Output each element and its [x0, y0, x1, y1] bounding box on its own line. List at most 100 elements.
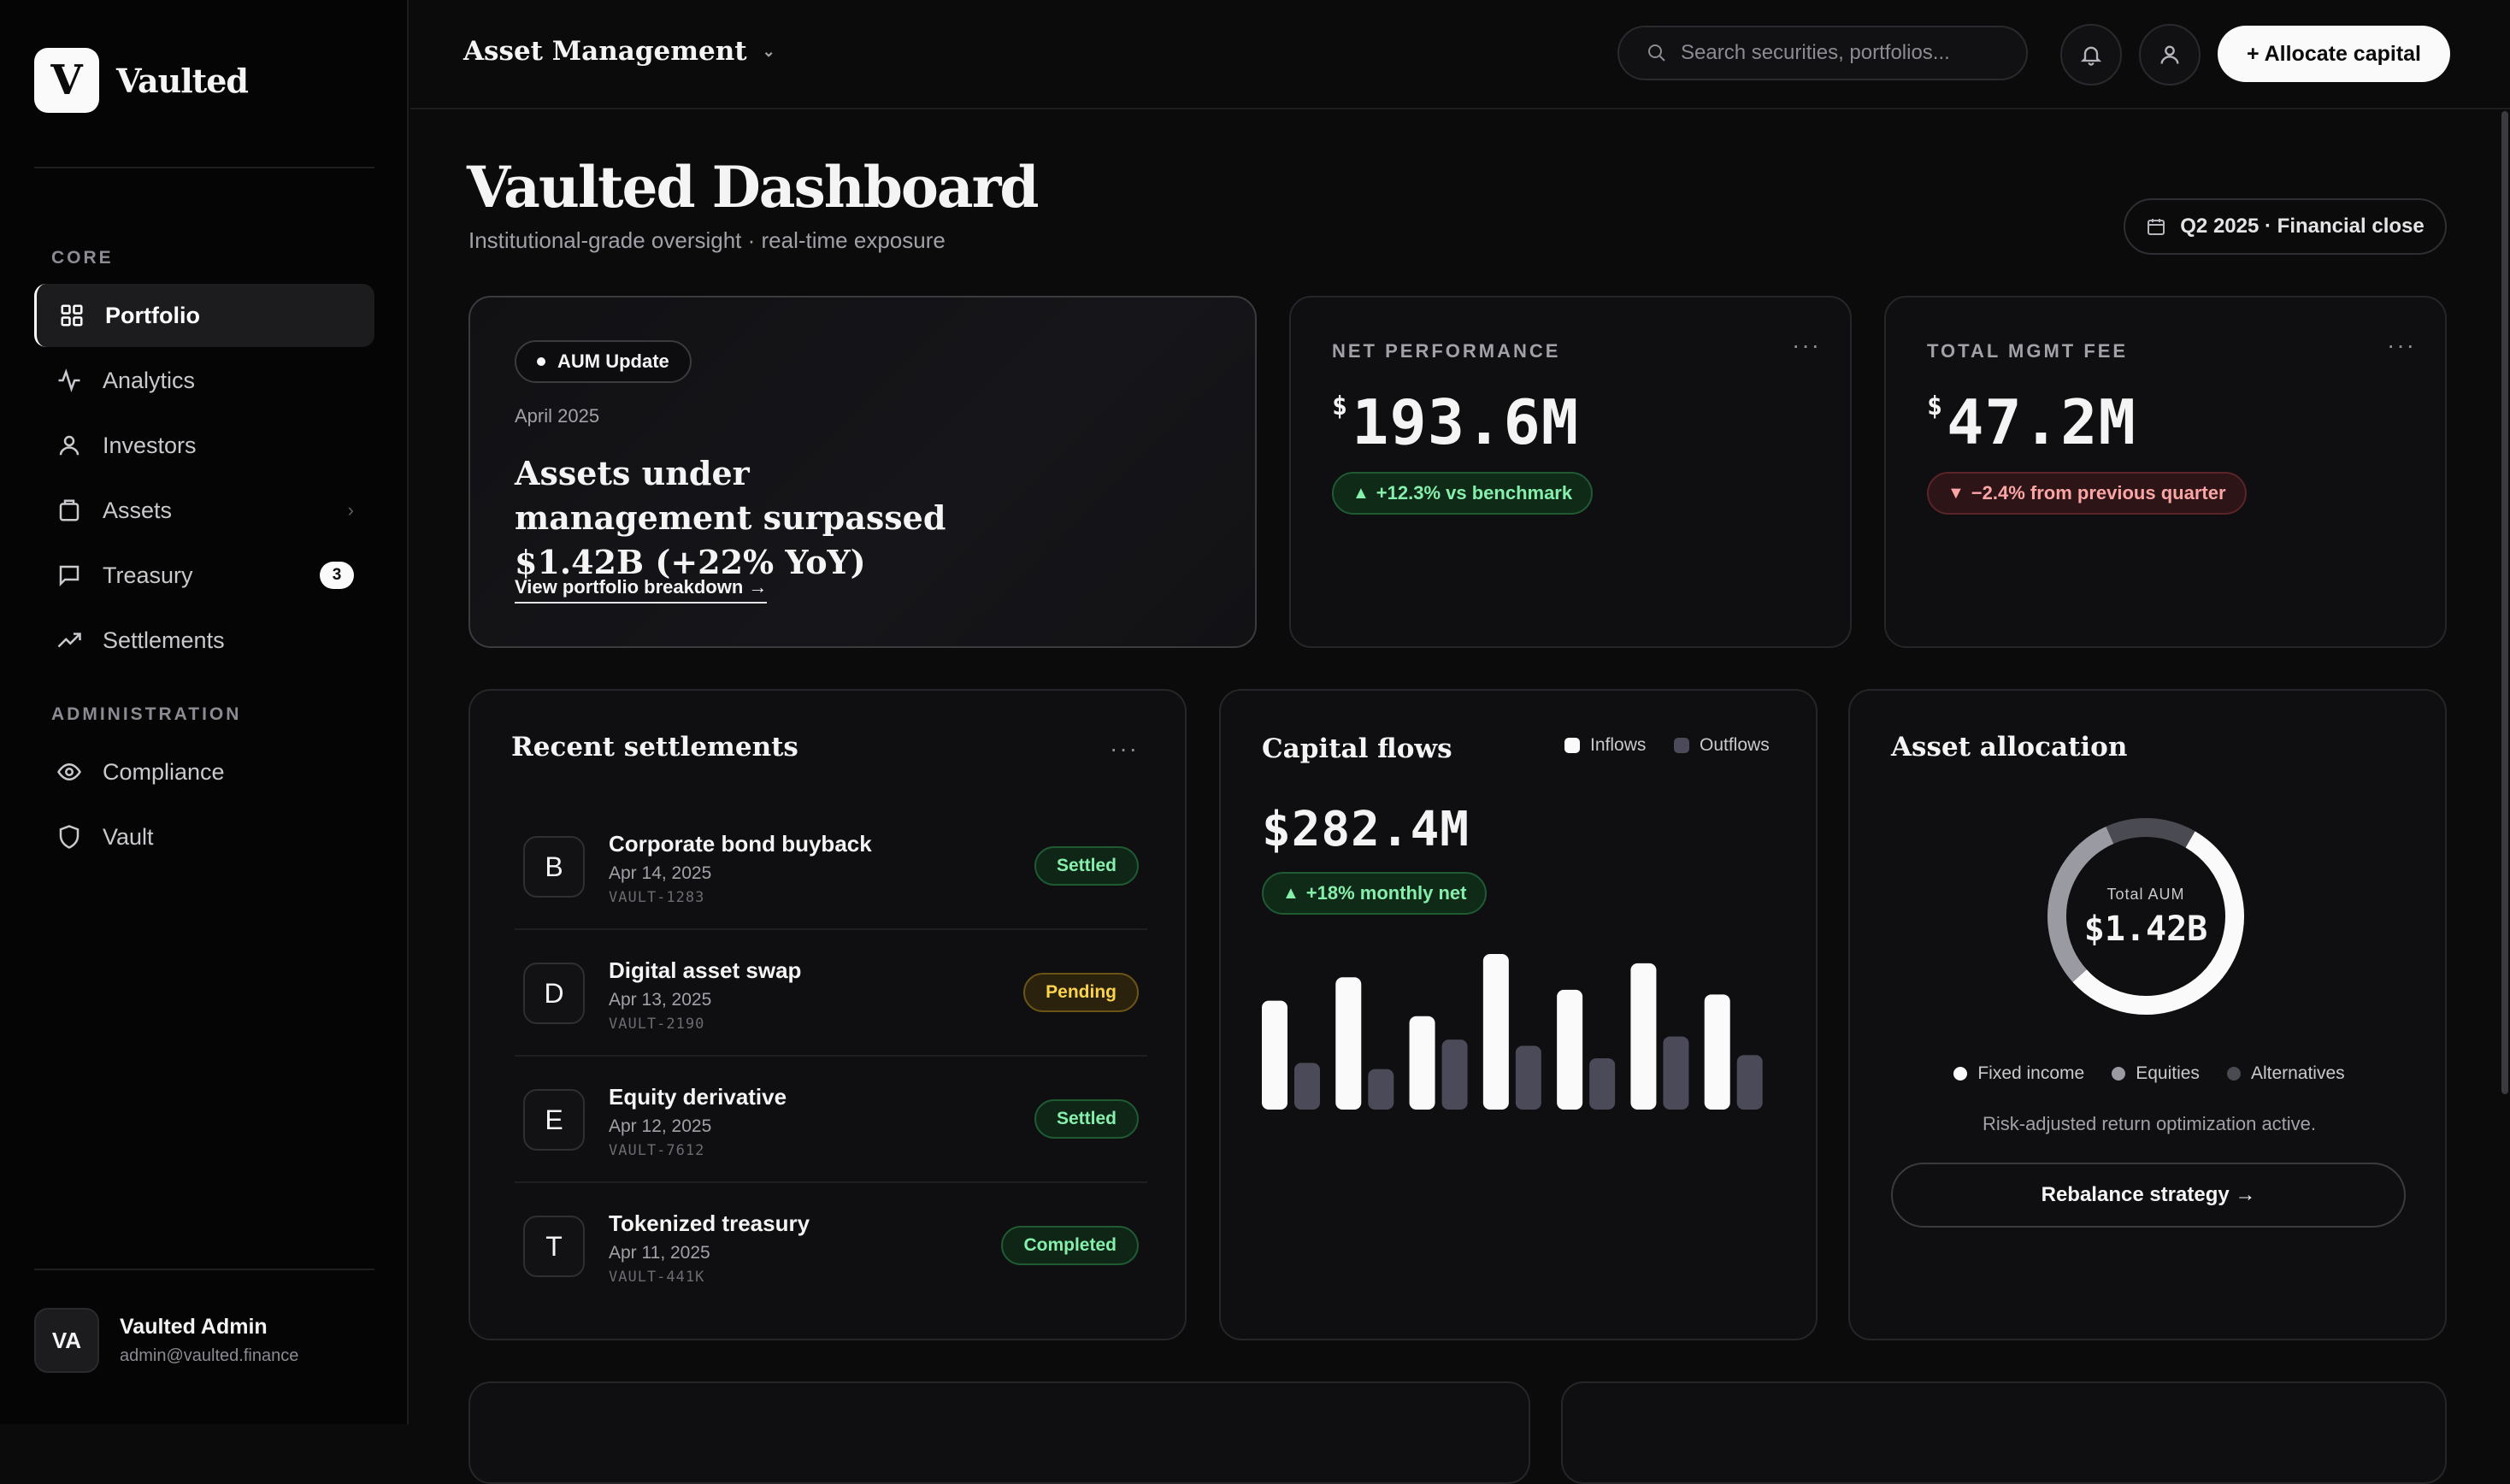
- settlement-date: Apr 12, 2025: [609, 1116, 712, 1136]
- calendar-icon: [2148, 219, 2165, 235]
- page-scrollbar[interactable]: [2501, 111, 2508, 1094]
- delta-text: +12.3% vs benchmark: [1376, 482, 1573, 504]
- legend-label: Fixed income: [1977, 1063, 2085, 1083]
- sidebar-item-label: Treasury: [103, 562, 193, 588]
- sidebar-item-label: Analytics: [103, 367, 196, 393]
- workspace-switcher[interactable]: Asset Management ⌄: [463, 36, 775, 67]
- inflow-bar-4: [1482, 954, 1509, 1110]
- value-text: 47.2M: [1947, 386, 2136, 458]
- allocation-donut-chart: [2047, 818, 2244, 1015]
- search-bar[interactable]: [1617, 26, 2028, 80]
- chevron-right-icon: ›: [347, 499, 354, 521]
- allocation-legend: Fixed income Equities Alternatives: [1850, 1063, 2448, 1084]
- legend-swatch: [1674, 738, 1689, 753]
- sidebar-divider: [34, 1269, 374, 1270]
- rebalance-strategy-button[interactable]: Rebalance strategy →: [1891, 1163, 2406, 1228]
- sidebar-item-investors[interactable]: Investors: [34, 414, 374, 477]
- view-portfolio-breakdown-link[interactable]: View portfolio breakdown →: [515, 576, 768, 604]
- settlement-id: VAULT-7612: [609, 1142, 705, 1159]
- settlement-row[interactable]: T Tokenized treasury Apr 11, 2025 VAULT-441…: [515, 1183, 1147, 1310]
- legend-dot: [1953, 1067, 1968, 1081]
- inflow-bar-3: [1409, 1016, 1435, 1110]
- shield-icon: [55, 822, 84, 851]
- more-options-icon[interactable]: ···: [1110, 735, 1139, 762]
- donut-segment-equities: [2047, 818, 2244, 1015]
- aum-badge: AUM Update: [515, 340, 692, 383]
- bottom-card-right: [1561, 1381, 2447, 1484]
- aum-headline: Assets under management surpassed $1.42B…: [515, 454, 946, 581]
- user-icon: [55, 431, 84, 460]
- inflow-bar-5: [1557, 989, 1583, 1110]
- sidebar-item-label: Assets: [103, 497, 173, 523]
- briefcase-icon: [55, 496, 84, 525]
- sidebar-item-portfolio[interactable]: Portfolio: [34, 284, 374, 347]
- legend-inflows: Inflows: [1564, 735, 1646, 756]
- user-profile[interactable]: VA Vaulted Admin admin@vaulted.finance: [34, 1308, 298, 1373]
- settlement-date: Apr 14, 2025: [609, 863, 712, 883]
- delta-text: +18% monthly net: [1305, 882, 1467, 904]
- legend-swatch: [1564, 738, 1580, 753]
- legend-label: Inflows: [1590, 735, 1647, 755]
- triangle-up-icon: ▲: [1352, 483, 1370, 503]
- asset-allocation-card: Asset allocation Total AUM $1.42B Fixed …: [1848, 689, 2447, 1340]
- sidebar-item-compliance[interactable]: Compliance: [34, 740, 374, 804]
- settlement-name: Digital asset swap: [609, 957, 802, 983]
- section-label-core: CORE: [51, 248, 114, 268]
- sidebar-item-label: Settlements: [103, 627, 225, 653]
- notifications-button[interactable]: [2060, 24, 2122, 85]
- outflow-bar-4: [1515, 1045, 1541, 1110]
- sidebar-item-label: Vault: [103, 823, 154, 850]
- inflow-bar-6: [1630, 963, 1657, 1110]
- currency-symbol: $: [1332, 392, 1349, 421]
- period-selector[interactable]: Q2 2025 · Financial close: [2124, 198, 2447, 255]
- search-input[interactable]: [1681, 41, 2006, 65]
- legend-dot: [2112, 1067, 2126, 1081]
- treasury-count-badge: 3: [320, 562, 354, 589]
- capital-flows-delta-badge: ▲ +18% monthly net: [1262, 872, 1488, 915]
- account-button[interactable]: [2139, 24, 2201, 85]
- inflow-bar-7: [1704, 994, 1730, 1110]
- settlement-row[interactable]: B Corporate bond buyback Apr 14, 2025 VAULT…: [515, 804, 1147, 930]
- more-options-icon[interactable]: ···: [1792, 332, 1821, 358]
- sidebar-item-vault[interactable]: Vault: [34, 805, 374, 869]
- outflow-bar-7: [1736, 1055, 1763, 1110]
- activity-icon: [55, 366, 84, 395]
- currency-symbol: $: [1927, 392, 1944, 421]
- aum-badge-label: AUM Update: [557, 350, 669, 372]
- triangle-down-icon: ▼: [1947, 483, 1965, 503]
- more-options-icon[interactable]: ···: [2387, 332, 2416, 358]
- recent-settlements-card: Recent settlements ··· B Corporate bond b…: [468, 689, 1187, 1340]
- settlement-row[interactable]: E Equity derivative Apr 12, 2025 VAULT-7612…: [515, 1057, 1147, 1183]
- sidebar-item-settlements[interactable]: Settlements: [34, 609, 374, 672]
- donut-center-label: Total AUM: [2106, 886, 2185, 903]
- outflow-bar-5: [1589, 1057, 1616, 1110]
- settlement-date: Apr 11, 2025: [609, 1243, 710, 1263]
- sidebar-item-label: Investors: [103, 432, 197, 458]
- page-title: Vaulted Dashboard: [467, 154, 1040, 221]
- legend-item: Alternatives: [2226, 1063, 2345, 1084]
- fee-delta-badge: ▼ −2.4% from previous quarter: [1927, 472, 2247, 515]
- legend-outflows: Outflows: [1674, 735, 1770, 756]
- legend-label: Outflows: [1700, 735, 1770, 755]
- legend-item: Equities: [2112, 1063, 2200, 1084]
- sidebar-item-analytics[interactable]: Analytics: [34, 349, 374, 412]
- brand-mark: V: [34, 48, 99, 113]
- sidebar-item-label: Portfolio: [105, 302, 200, 328]
- grid-icon: [57, 301, 86, 330]
- settlement-icon: B: [523, 836, 585, 898]
- search-icon: [1648, 44, 1665, 62]
- sidebar-item-assets[interactable]: Assets ›: [34, 479, 374, 542]
- brand-logo[interactable]: V Vaulted: [34, 48, 249, 113]
- allocate-capital-button[interactable]: + Allocate capital: [2218, 26, 2450, 82]
- delta-text: −2.4% from previous quarter: [1971, 482, 2226, 504]
- triangle-up-icon: ▲: [1282, 883, 1299, 903]
- settlement-row[interactable]: D Digital asset swap Apr 13, 2025 VAULT-219…: [515, 930, 1147, 1057]
- net-performance-value: $ 193.6M: [1332, 386, 1579, 458]
- aum-date: April 2025: [515, 405, 600, 427]
- settlement-name: Corporate bond buyback: [609, 831, 872, 857]
- donut-segment-alternatives: [2047, 818, 2244, 1015]
- outflow-bar-3: [1441, 1039, 1468, 1110]
- status-badge: Settled: [1034, 846, 1139, 886]
- sidebar-item-treasury[interactable]: Treasury 3: [34, 544, 374, 607]
- user-icon: [2160, 45, 2179, 64]
